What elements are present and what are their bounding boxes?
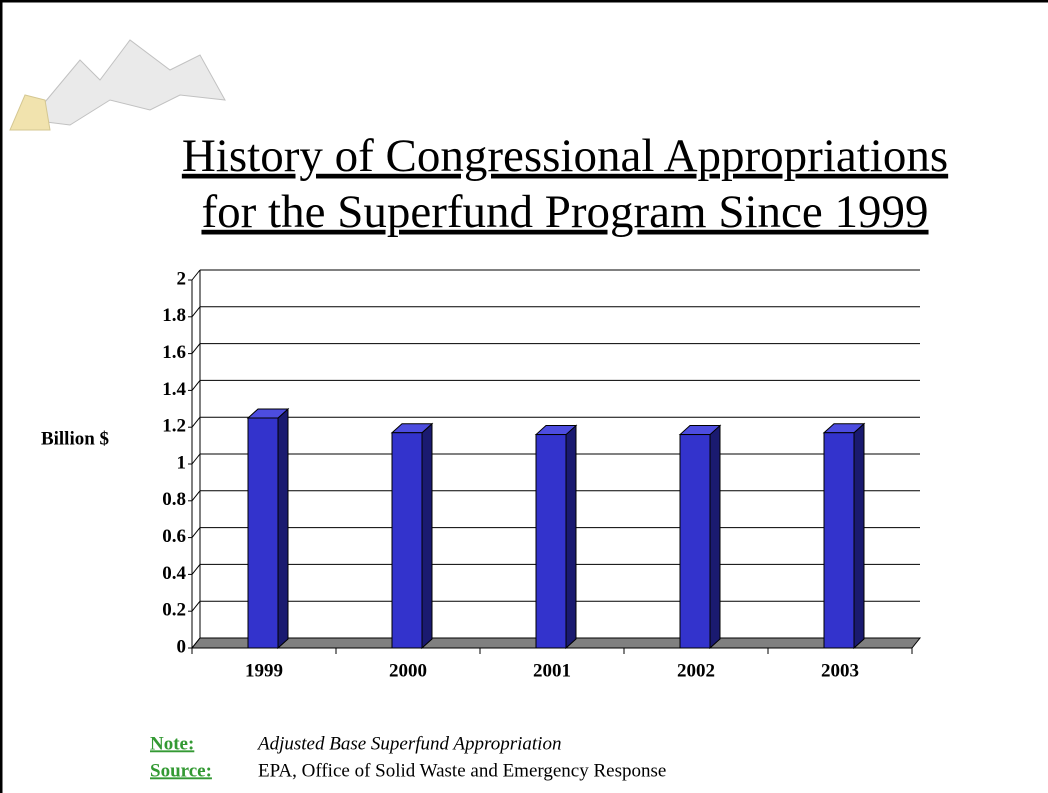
grid-line — [191, 527, 201, 538]
bar-side — [565, 424, 577, 650]
logo — [9, 39, 226, 131]
bar-side — [853, 422, 865, 650]
note-label: Source: — [150, 760, 212, 781]
grid-line — [191, 490, 201, 502]
y-tick-label: 1.4 — [162, 379, 186, 400]
y-tick-label: 0.8 — [162, 489, 186, 510]
y-tick-label: 1 — [177, 452, 187, 473]
y-tick-label: 0.4 — [162, 563, 186, 584]
bar-side — [421, 422, 433, 650]
y-tick-label: 1.6 — [162, 342, 186, 363]
x-tick-label: 2002 — [677, 660, 715, 681]
bar-side — [277, 407, 289, 650]
note-text: Adjusted Base Superfund Appropriation — [256, 733, 561, 754]
bar — [679, 434, 711, 649]
grid-line — [191, 453, 201, 465]
grid-line — [191, 637, 201, 649]
grid-line — [191, 564, 201, 575]
x-tick-label: 2001 — [533, 660, 571, 681]
bar-side — [709, 424, 721, 650]
grid-line — [191, 306, 201, 318]
bar — [823, 432, 855, 649]
y-tick-label: 2 — [177, 268, 187, 289]
y-tick-label: 0 — [177, 636, 187, 657]
chart-title: for the Superfund Program Since 1999 — [201, 186, 928, 238]
bar — [535, 434, 567, 649]
y-axis-label: Billion $ — [41, 428, 109, 449]
x-tick-label: 1999 — [245, 660, 283, 681]
grid-line — [191, 269, 201, 281]
grid-line — [191, 416, 201, 428]
y-tick-label: 1.2 — [162, 416, 186, 437]
grid-line — [191, 600, 201, 612]
y-tick-label: 1.8 — [162, 305, 186, 326]
x-tick-label: 2003 — [821, 660, 859, 681]
x-tick-label: 2000 — [389, 660, 427, 681]
bar — [391, 432, 423, 649]
y-tick-label: 0.2 — [162, 600, 186, 621]
grid-line — [191, 343, 201, 354]
bar — [247, 417, 279, 649]
note-label: Note: — [150, 733, 194, 754]
y-tick-label: 0.6 — [162, 526, 186, 547]
grid-line — [191, 380, 201, 391]
note-text: EPA, Office of Solid Waste and Emergency… — [258, 760, 666, 781]
chart-title: History of Congressional Appropriations — [182, 130, 948, 182]
